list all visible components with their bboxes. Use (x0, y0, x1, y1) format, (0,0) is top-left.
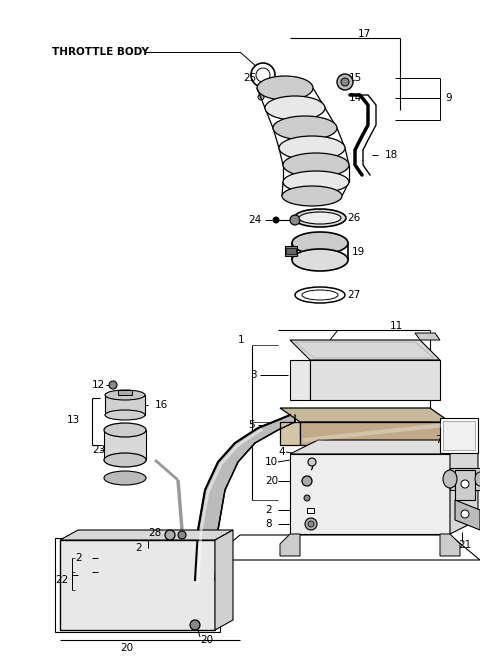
Bar (286, 248, 296, 254)
Circle shape (273, 217, 279, 223)
Text: 3: 3 (250, 370, 257, 380)
Text: 18: 18 (385, 150, 398, 160)
Polygon shape (280, 422, 300, 445)
Polygon shape (440, 534, 460, 556)
Bar (55, 538, 220, 632)
Text: 5: 5 (248, 420, 254, 430)
Polygon shape (118, 390, 132, 395)
Text: 2: 2 (265, 505, 272, 515)
Text: 24: 24 (248, 215, 261, 225)
Circle shape (305, 518, 317, 530)
Circle shape (256, 68, 270, 82)
Ellipse shape (292, 232, 348, 254)
Circle shape (337, 74, 353, 90)
Polygon shape (290, 440, 478, 454)
Polygon shape (310, 360, 440, 400)
Circle shape (461, 480, 469, 488)
Text: 9: 9 (445, 93, 452, 103)
Ellipse shape (104, 471, 146, 485)
Text: 12: 12 (92, 380, 105, 390)
Polygon shape (280, 534, 300, 556)
Polygon shape (195, 415, 295, 580)
Polygon shape (290, 360, 310, 400)
Ellipse shape (105, 410, 145, 420)
Text: 20: 20 (265, 476, 278, 486)
Text: 21: 21 (458, 540, 471, 550)
Text: 10: 10 (265, 457, 278, 467)
Polygon shape (105, 395, 145, 415)
Text: 25: 25 (243, 73, 256, 83)
Ellipse shape (105, 390, 145, 400)
Ellipse shape (443, 470, 457, 488)
Text: 2: 2 (75, 553, 82, 563)
Ellipse shape (299, 212, 341, 224)
Ellipse shape (475, 472, 480, 486)
Ellipse shape (257, 76, 313, 100)
Text: 8: 8 (265, 519, 272, 529)
Text: THROTTLE BODY: THROTTLE BODY (52, 47, 149, 57)
Text: 2: 2 (135, 543, 142, 553)
Text: 7: 7 (435, 435, 442, 445)
Text: 13: 13 (67, 415, 80, 425)
Circle shape (302, 476, 312, 486)
Circle shape (341, 78, 349, 86)
Polygon shape (455, 500, 480, 530)
Polygon shape (450, 440, 478, 534)
Ellipse shape (283, 171, 349, 193)
Polygon shape (60, 530, 233, 540)
Ellipse shape (294, 209, 346, 227)
Bar (443, 421, 475, 450)
Text: 20: 20 (200, 635, 213, 645)
Ellipse shape (292, 249, 348, 271)
Ellipse shape (295, 287, 345, 303)
Polygon shape (280, 408, 450, 422)
Polygon shape (290, 340, 440, 360)
Polygon shape (210, 535, 480, 560)
Circle shape (290, 215, 300, 225)
Text: 11: 11 (390, 321, 403, 331)
Text: 4: 4 (278, 447, 285, 457)
Text: 1: 1 (238, 335, 244, 345)
Circle shape (109, 381, 117, 389)
Polygon shape (300, 422, 450, 445)
Text: 15: 15 (349, 73, 362, 83)
Circle shape (308, 458, 316, 466)
Circle shape (258, 94, 264, 100)
Text: 16: 16 (155, 400, 168, 410)
Text: 19: 19 (352, 247, 365, 257)
Polygon shape (60, 540, 215, 630)
Bar (285, 246, 297, 256)
Circle shape (304, 495, 310, 501)
Circle shape (190, 620, 200, 630)
Polygon shape (455, 470, 475, 500)
Bar (307, 508, 314, 513)
Polygon shape (415, 333, 440, 340)
Text: 26: 26 (347, 213, 360, 223)
Text: 27: 27 (347, 290, 360, 300)
Ellipse shape (283, 153, 349, 177)
Ellipse shape (279, 136, 345, 160)
Circle shape (308, 521, 314, 527)
Polygon shape (104, 430, 146, 460)
Bar (440, 418, 478, 453)
Text: 22: 22 (55, 575, 68, 585)
Ellipse shape (282, 186, 342, 206)
Polygon shape (215, 530, 233, 630)
Text: 20: 20 (120, 643, 133, 653)
Ellipse shape (302, 290, 338, 300)
Ellipse shape (265, 96, 325, 120)
Circle shape (251, 63, 275, 87)
Text: 23: 23 (92, 445, 105, 455)
Text: 17: 17 (358, 29, 371, 39)
Text: 14: 14 (349, 93, 362, 103)
Ellipse shape (273, 116, 337, 140)
Ellipse shape (104, 423, 146, 437)
Text: 28: 28 (148, 528, 161, 538)
Circle shape (178, 531, 186, 539)
Ellipse shape (104, 453, 146, 467)
Polygon shape (290, 454, 450, 534)
Circle shape (165, 530, 175, 540)
Circle shape (461, 510, 469, 518)
Polygon shape (450, 468, 480, 490)
